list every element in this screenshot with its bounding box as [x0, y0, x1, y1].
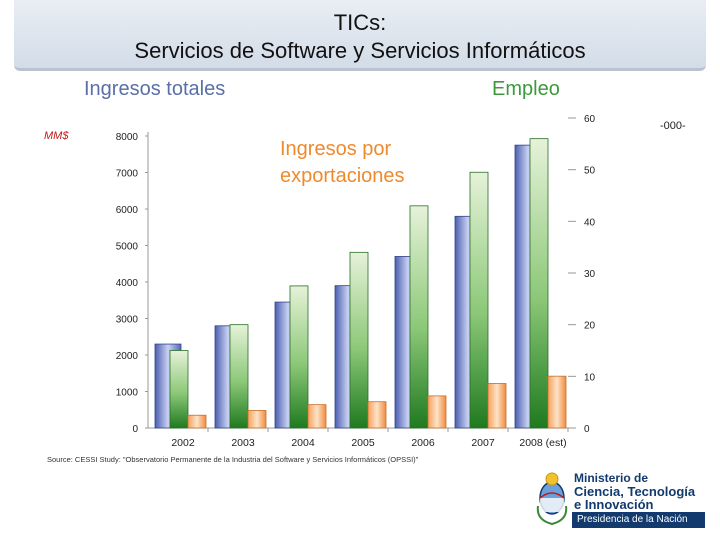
total-revenue-label: Ingresos totales — [84, 78, 226, 100]
export-revenue-bar — [427, 395, 447, 429]
left-tick-label: 4000 — [116, 278, 139, 289]
employment-bar — [289, 285, 309, 429]
employment-bar — [409, 205, 429, 429]
employment-bar — [469, 171, 489, 429]
left-tick-label: 5000 — [116, 242, 139, 253]
x-tick-label: 2006 — [411, 437, 435, 449]
left-tick-label: 6000 — [116, 205, 139, 216]
left-tick-label: 0 — [132, 424, 138, 435]
logo-line-2: Ciencia, Tecnología — [574, 484, 696, 499]
exports-label-line-2: exportaciones — [280, 165, 405, 187]
right-axis-unit: -000- — [660, 120, 686, 132]
right-tick-label: 50 — [584, 166, 596, 177]
export-revenue-bar — [187, 414, 207, 429]
export-revenue-bar — [247, 410, 267, 429]
source-note: Source: CESSI Study: "Observatorio Perma… — [47, 455, 419, 464]
right-tick-label: 20 — [584, 321, 596, 332]
ministry-logo: Ministerio de Ciencia, Tecnología e Inno… — [536, 466, 716, 530]
x-tick-label: 2005 — [351, 437, 375, 449]
x-tick-label: 2002 — [171, 437, 195, 449]
coat-of-arms-icon — [536, 472, 568, 526]
export-revenue-bar — [547, 375, 567, 429]
right-tick-label: 10 — [584, 372, 596, 383]
right-tick-label: 0 — [584, 424, 590, 435]
left-axis-unit: MM$ — [44, 130, 69, 142]
title-line-2: Servicios de Software y Servicios Inform… — [134, 38, 586, 63]
employment-bar — [229, 324, 249, 429]
x-tick-label: 2003 — [231, 437, 255, 449]
left-tick-label: 8000 — [116, 132, 139, 143]
right-tick-label: 40 — [584, 217, 596, 228]
right-tick-label: 60 — [584, 114, 596, 125]
left-tick-label: 1000 — [116, 388, 139, 399]
title-line-1: TICs: — [333, 10, 387, 35]
left-tick-label: 3000 — [116, 315, 139, 326]
left-tick-label: 7000 — [116, 169, 139, 180]
employment-bar — [529, 138, 549, 429]
employment-bar — [169, 350, 189, 429]
title-banner — [14, 0, 706, 71]
x-tick-label: 2004 — [291, 437, 315, 449]
left-tick-label: 2000 — [116, 351, 139, 362]
right-tick-label: 30 — [584, 269, 596, 280]
logo-line-1: Ministerio de — [574, 471, 649, 485]
employment-label: Empleo — [492, 78, 560, 100]
export-revenue-bar — [367, 401, 387, 429]
exports-label-line-1: Ingresos por — [280, 138, 392, 160]
logo-line-4: Presidencia de la Nación — [572, 512, 705, 528]
x-tick-label: 2007 — [471, 437, 495, 449]
exports-label: Ingresos por exportaciones — [280, 136, 480, 190]
employment-bar — [349, 251, 369, 429]
export-revenue-bar — [487, 383, 507, 429]
export-revenue-bar — [307, 404, 327, 429]
x-tick-label: 2008 (est) — [519, 437, 566, 449]
